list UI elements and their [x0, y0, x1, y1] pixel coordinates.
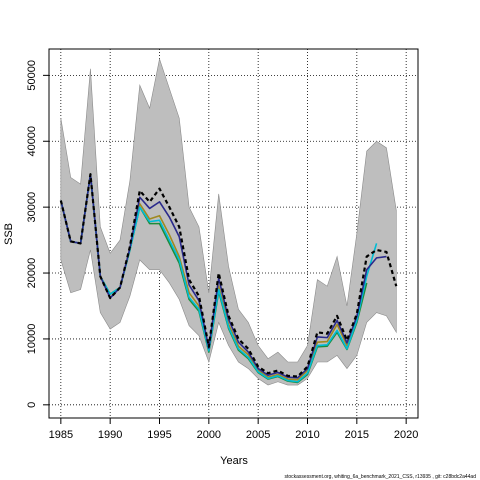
series-lines: [59, 173, 398, 384]
x-tick-label: 2015: [345, 429, 369, 441]
x-tick-label: 2005: [246, 429, 270, 441]
y-tick-label: 10000: [26, 324, 38, 355]
series-line: [59, 173, 398, 378]
x-tick-label: 1985: [49, 429, 73, 441]
y-tick-label: 50000: [26, 60, 38, 91]
x-tick-label: 2020: [394, 429, 418, 441]
y-tick-label: 30000: [26, 192, 38, 223]
x-tick-label: 1990: [98, 429, 122, 441]
confidence-band: [60, 57, 397, 386]
x-axis-label: Years: [220, 455, 248, 467]
x-tick-label: 2010: [295, 429, 319, 441]
y-tick-label: 40000: [26, 126, 38, 157]
axes: 1985 1990 1995 2000 2005 2010 2015 2020 0 10000 20…: [26, 60, 418, 441]
x-tick-label: 1995: [147, 429, 171, 441]
plot-frame: [48, 48, 419, 419]
y-tick-label: 0: [26, 402, 38, 408]
y-axis-label: SSB: [3, 223, 15, 245]
series-line: [60, 173, 378, 383]
x-tick-label: 2000: [197, 429, 221, 441]
caption: stockassessment.org, whiting_6a_benchmar…: [284, 474, 476, 480]
y-tick-label: 20000: [26, 258, 38, 289]
